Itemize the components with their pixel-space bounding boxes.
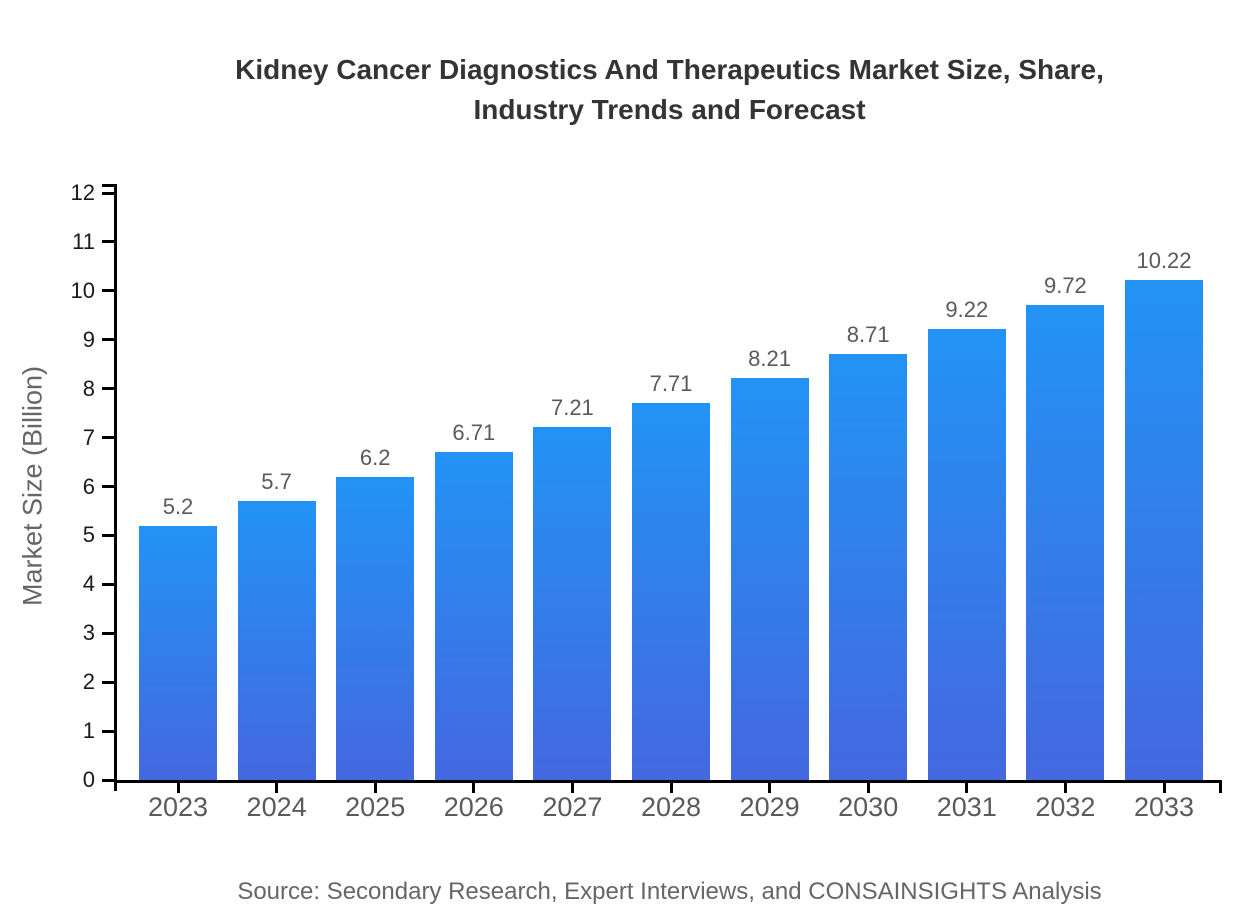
bar-value-label: 6.71 [452,419,496,445]
bar-value-label: 7.21 [550,395,594,421]
bar-value-label: 5.7 [261,469,292,495]
x-tick [472,783,476,793]
y-tick [102,436,114,440]
x-tick [176,783,180,793]
x-tick [373,783,377,793]
x-tick [275,783,279,793]
x-tick-label: 2031 [936,792,997,822]
x-tick [965,783,969,793]
x-tick-label: 2032 [1035,792,1096,822]
bar [336,476,415,780]
bar [139,525,217,780]
x-tick [570,783,574,793]
y-tick [102,582,114,586]
bar [927,329,1006,780]
x-tick-label: 2028 [640,792,702,822]
bar-value-label: 8.21 [748,346,791,372]
y-tick [102,778,114,782]
x-tick [866,783,870,793]
y-tick [102,289,114,293]
x-tick [768,783,772,793]
bar-value-label: 9.72 [1043,272,1087,298]
x-axis-line [114,780,1222,783]
bar-value-label: 8.71 [846,321,890,347]
bar [237,501,316,780]
y-tick-label: 6 [82,473,95,499]
x-tick-label: 2023 [147,792,209,822]
x-tick-label: 2029 [739,792,800,822]
x-tick-label: 2033 [1133,792,1195,822]
bar [1125,280,1203,780]
y-tick-label: 5 [82,522,95,548]
x-tick [1063,783,1067,793]
x-axis-end-cap [1219,780,1222,793]
x-tick-label: 2026 [443,792,504,822]
y-tick [102,533,114,537]
x-tick-label: 2024 [246,792,307,822]
bar-value-label: 9.22 [945,297,989,322]
y-tick-label: 7 [82,424,95,450]
chart-title-line1: Kidney Cancer Diagnostics And Therapeuti… [235,54,1104,85]
bar-value-label: 5.2 [162,493,194,519]
y-tick [102,485,114,488]
bar-value-label: 10.22 [1136,248,1192,274]
bar [730,378,809,780]
chart-title: Kidney Cancer Diagnostics And Therapeuti… [117,50,1222,130]
y-tick-label: 9 [82,326,95,352]
y-tick-label: 12 [70,180,95,205]
y-tick [102,680,114,684]
x-tick-label: 2027 [542,792,603,822]
bar [1026,304,1105,780]
y-tick-label: 8 [82,375,95,401]
source-note: Source: Secondary Research, Expert Inter… [237,878,1102,905]
x-tick [1162,783,1166,793]
y-tick-label: 4 [82,571,95,597]
bar-value-label: 6.2 [359,444,391,470]
y-axis-title: Market Size (Billion) [17,365,48,607]
bar [632,402,710,780]
y-tick-label: 0 [82,767,95,792]
y-tick [102,191,114,195]
y-tick [102,631,114,635]
bar-value-label: 7.71 [649,370,693,396]
y-tick [102,729,114,733]
y-tick [102,240,114,244]
y-tick [102,387,114,391]
y-tick-label: 2 [82,669,95,695]
y-tick-label: 10 [70,277,95,303]
x-tick-label: 2025 [345,792,406,822]
plot-area: 0 1 2 3 4 5 6 7 8 9 10 11 12 5.2 2023 5.7 2024 6.2 2025 6.7… [71,181,1222,822]
x-tick-label: 2030 [838,792,899,822]
y-tick-label: 11 [72,228,95,254]
y-tick-label: 3 [82,620,95,646]
y-tick-label: 1 [82,718,95,744]
y-tick [102,338,114,342]
x-tick [669,783,673,793]
chart-title-line2: Industry Trends and Forecast [473,94,866,125]
bar [533,427,612,780]
bar [829,353,908,780]
y-axis-end-cap [102,184,114,187]
y-axis-line [114,184,117,791]
bar [434,451,513,780]
